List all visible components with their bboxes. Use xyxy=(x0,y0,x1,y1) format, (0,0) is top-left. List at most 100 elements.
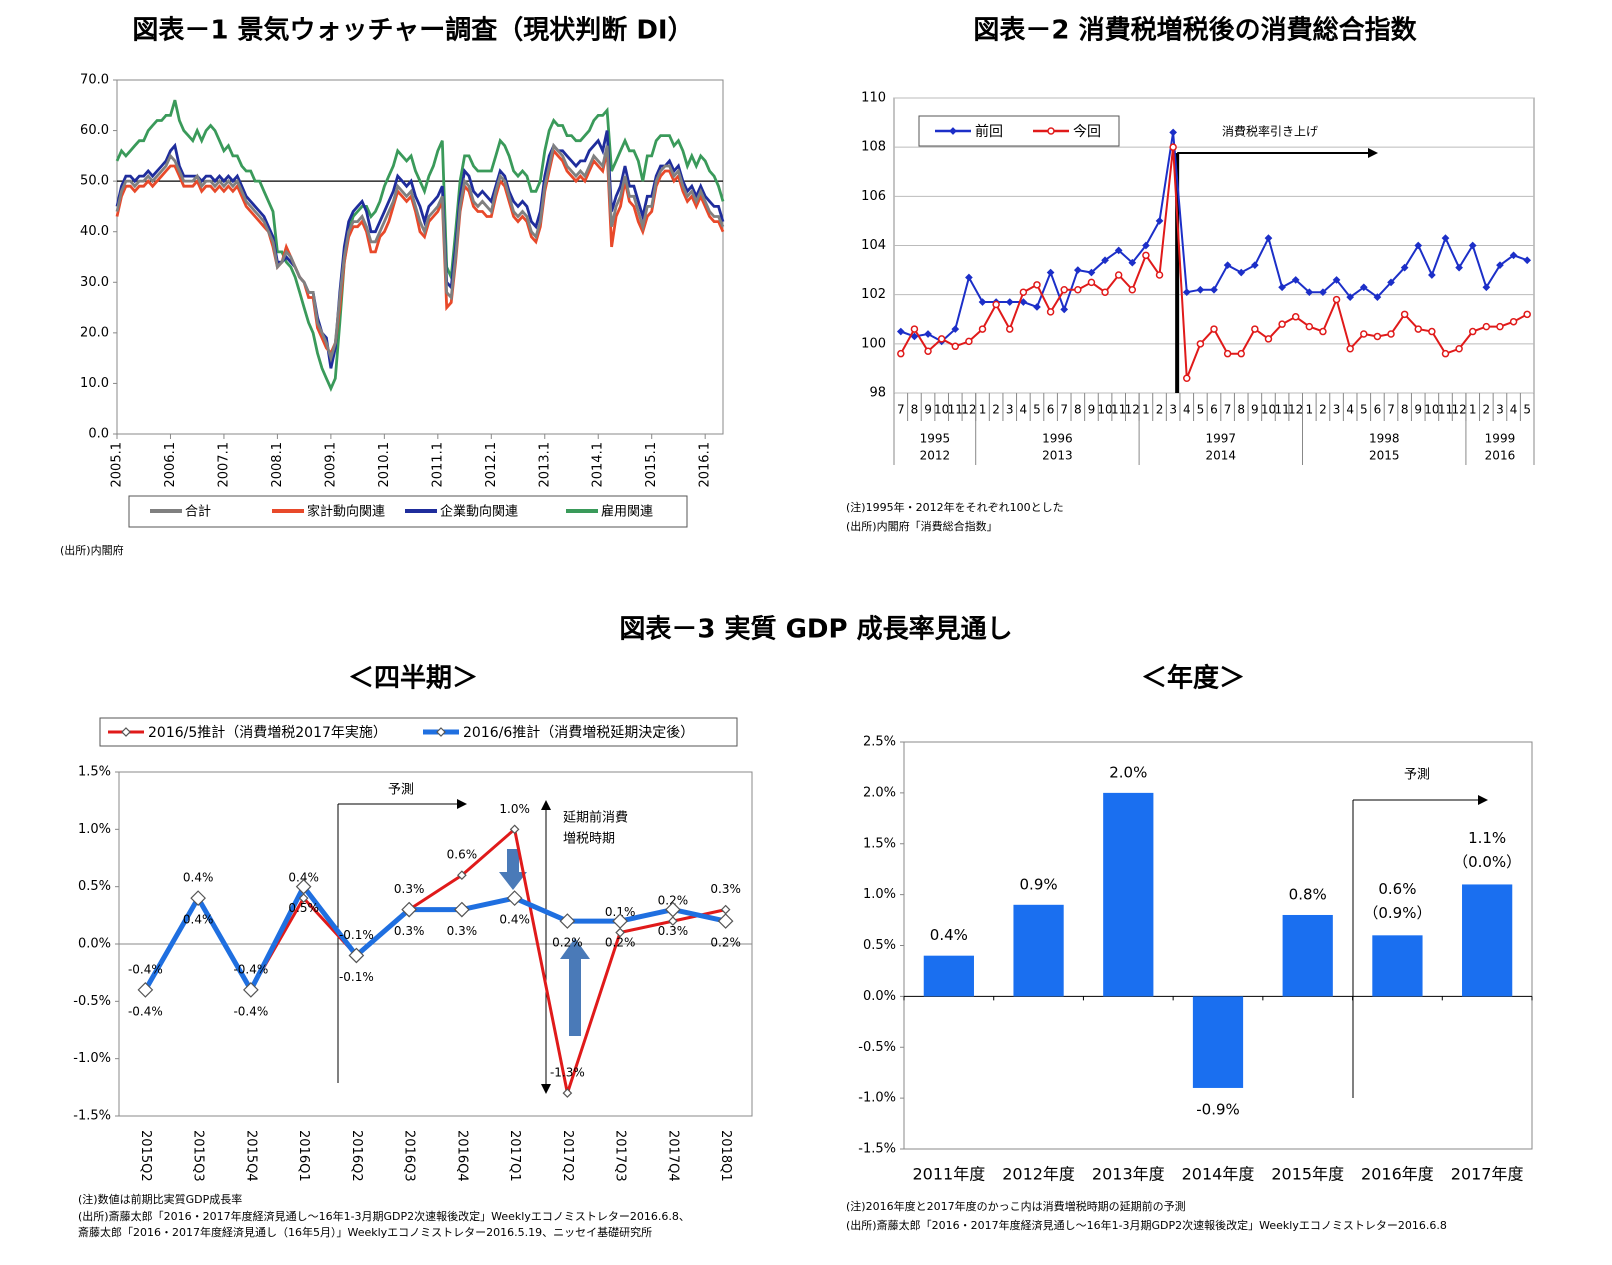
marker xyxy=(454,901,470,918)
x-tick-label: 5 xyxy=(1033,403,1041,417)
marker xyxy=(965,273,973,282)
bar xyxy=(1282,914,1333,997)
marker xyxy=(1428,327,1436,336)
x-tick-label: 2016.1 xyxy=(698,442,713,488)
data-label: -0.4% xyxy=(233,962,268,976)
y-tick-label: 60.0 xyxy=(80,123,109,138)
data-label: 0.2% xyxy=(658,894,689,908)
marker xyxy=(1305,288,1314,297)
data-label: -0.4% xyxy=(128,1004,163,1018)
y-tick-label: 50.0 xyxy=(80,174,109,189)
marker xyxy=(897,349,905,358)
y-tick-label: 0.0 xyxy=(88,427,109,442)
x-tick-label: 2016Q1 xyxy=(296,1130,311,1182)
x-tick-label: 2 xyxy=(1156,403,1164,417)
annotation: 消費税率引き上げ xyxy=(1222,124,1318,139)
y-tick-label: -1.5% xyxy=(73,1109,111,1124)
bar xyxy=(1192,996,1244,1088)
y-tick-label: 70.0 xyxy=(80,73,109,88)
marker xyxy=(295,878,312,895)
marker xyxy=(1223,261,1232,270)
marker xyxy=(1128,258,1137,267)
legend-label: 前回 xyxy=(975,123,1003,140)
marker xyxy=(1291,276,1300,284)
marker xyxy=(1346,293,1355,301)
marker xyxy=(1319,327,1327,336)
y-tick-label: 0.0% xyxy=(78,937,111,952)
marker xyxy=(1441,234,1450,242)
marker xyxy=(1046,308,1055,316)
x-tick-label: 2016Q3 xyxy=(402,1130,417,1182)
bar xyxy=(923,955,974,997)
marker xyxy=(1319,288,1327,297)
y-tick-label: 102 xyxy=(861,287,886,302)
x-tick-label: 2014年度 xyxy=(1182,1165,1255,1184)
source-note: (出所)内閣府 xyxy=(60,543,124,557)
marker xyxy=(1468,327,1477,336)
marker xyxy=(243,982,259,998)
y-tick-label: 100 xyxy=(861,336,886,351)
x-tick-label: 2015Q3 xyxy=(191,1130,206,1182)
x-tick-label: 1 xyxy=(1305,403,1313,417)
data-label: 1.1% xyxy=(1468,829,1506,847)
x-tick-label: 11 xyxy=(1274,403,1289,417)
x-tick-label: 2016Q2 xyxy=(349,1130,364,1182)
data-label: （0.0%） xyxy=(1453,853,1521,871)
x-tick-label: 3 xyxy=(1006,403,1014,417)
y-tick-label: 0.0% xyxy=(863,989,896,1004)
data-label: 0.2% xyxy=(710,936,741,950)
x-tick-label: 2017年度 xyxy=(1451,1165,1524,1184)
arrow-head xyxy=(1368,148,1378,158)
x-tick-label: 9 xyxy=(1414,403,1422,417)
x-tick-label: 2 xyxy=(992,403,1000,417)
marker xyxy=(1278,283,1286,292)
legend-label: 企業動向関連 xyxy=(440,504,518,520)
x-tick-label: 3 xyxy=(1169,403,1177,417)
marker xyxy=(720,904,731,915)
annotation: 予測 xyxy=(1404,768,1430,783)
marker xyxy=(1128,286,1137,294)
series-line xyxy=(115,147,725,356)
x-tick-label: 12 xyxy=(961,403,976,417)
marker xyxy=(1455,263,1463,272)
marker xyxy=(1264,335,1273,343)
x-tick-label: 2011.1 xyxy=(430,442,445,488)
marker xyxy=(121,727,131,737)
bar xyxy=(1372,935,1423,997)
marker xyxy=(1033,303,1041,311)
marker xyxy=(1169,143,1177,151)
x-tick-label: 2007.1 xyxy=(216,442,231,488)
x-tick-label: 5 xyxy=(1197,403,1205,417)
marker xyxy=(436,727,446,737)
y-tick-label: -1.0% xyxy=(858,1091,896,1106)
x-tick-label: 2015年度 xyxy=(1271,1165,1344,1184)
marker xyxy=(509,824,520,835)
data-label: -1.3% xyxy=(550,1066,585,1080)
marker xyxy=(1346,345,1354,353)
legend-label: 雇用関連 xyxy=(601,504,653,520)
marker xyxy=(1046,268,1055,277)
x-tick-label: 2008.1 xyxy=(270,442,285,488)
marker xyxy=(1087,278,1096,287)
marker xyxy=(937,335,946,343)
group-label: 2014 xyxy=(1206,449,1237,463)
series-line xyxy=(900,132,1528,343)
marker xyxy=(1305,322,1314,331)
group-label: 1995 xyxy=(920,432,951,446)
x-tick-label: 5 xyxy=(1523,403,1531,417)
x-tick-label: 1 xyxy=(979,403,987,417)
marker xyxy=(1373,332,1382,341)
arrow-head xyxy=(541,800,551,810)
marker xyxy=(1251,261,1259,270)
x-tick-label: 2009.1 xyxy=(323,442,338,488)
x-tick-label: 6 xyxy=(1374,403,1382,417)
marker xyxy=(1223,349,1232,358)
note: (注)1995年・2012年をそれぞれ100とした xyxy=(846,500,1064,514)
data-label: 0.3% xyxy=(394,882,425,896)
marker xyxy=(1087,268,1096,277)
marker xyxy=(1428,271,1436,279)
x-tick-label: 8 xyxy=(911,403,919,417)
group-label: 1996 xyxy=(1042,432,1073,446)
y-tick-label: 20.0 xyxy=(80,325,109,340)
